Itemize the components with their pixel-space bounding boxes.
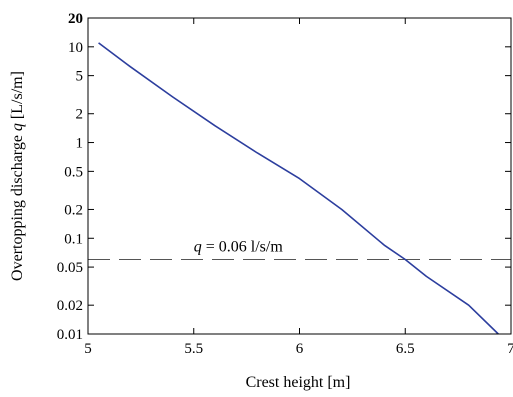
y-axis-label: Overtopping discharge q [L/s/m] (9, 71, 26, 281)
x-tick-label: 7 (507, 341, 513, 357)
x-tick-label: 5 (84, 341, 92, 357)
series-line-0 (98, 42, 499, 335)
plot-frame (87, 17, 512, 335)
plot-layer: q = 0.06 l/s/m (88, 42, 511, 335)
y-tick-label: 0.02 (57, 298, 83, 314)
y-axis-label-variable: q (9, 123, 26, 131)
y-tick-label: 0.01 (57, 327, 83, 343)
y-tick-label: 20 (68, 11, 83, 27)
axes-layer: 5 5.5 6 6.5 7 0.01 0.02 0.05 0.1 0.2 0.5 1 2 5 10 20 (57, 11, 513, 357)
y-axis-label-unit: [L/s/m] (9, 71, 26, 123)
x-tick-label: 6.5 (396, 341, 415, 357)
x-axis-label: Crest height [m] (246, 374, 351, 391)
y-tick-label: 1 (76, 136, 84, 152)
y-tick-label: 0.05 (57, 260, 83, 276)
reference-line-label: q = 0.06 l/s/m (194, 239, 284, 256)
y-axis-label-prefix: Overtopping discharge (9, 131, 26, 281)
y-tick-label: 5 (76, 69, 84, 85)
y-tick-label: 0.5 (64, 164, 83, 180)
reference-line-label-variable: q (194, 239, 202, 256)
x-tick-label: 5.5 (184, 341, 203, 357)
y-tick-label: 0.2 (64, 202, 83, 218)
x-tick-label: 6 (296, 341, 304, 357)
reference-line-label-value: = 0.06 l/s/m (202, 239, 284, 256)
y-tick-label: 10 (68, 40, 83, 56)
y-tick-label: 2 (76, 107, 84, 123)
y-tick-label: 0.1 (64, 231, 83, 247)
